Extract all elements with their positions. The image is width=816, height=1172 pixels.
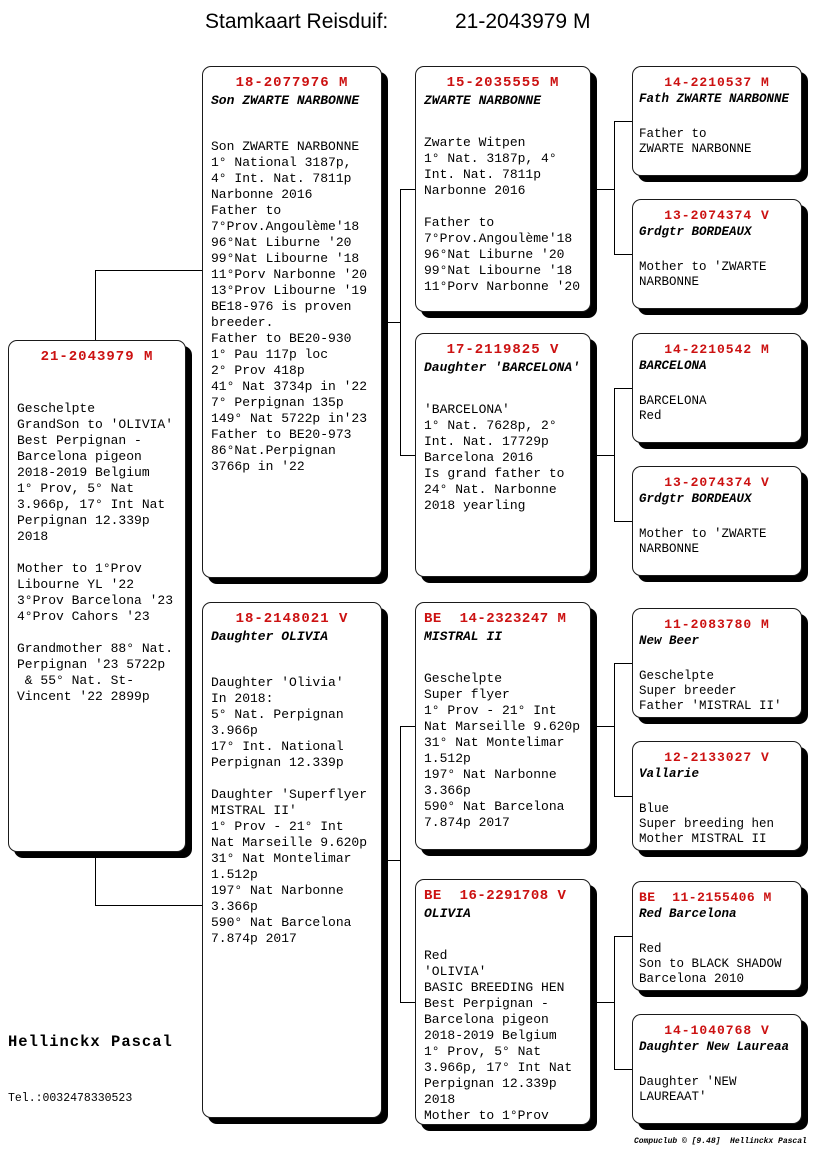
pedigree-box-pgm_f: 14-2210542 M BARCELONA BARCELONA Red xyxy=(632,333,802,443)
connector-line xyxy=(614,521,632,522)
pedigree-box-pgf_f: 14-2210537 M Fath ZWARTE NARBONNE Father t… xyxy=(632,66,802,176)
footer-credit: Compuclub © [9.48] Hellinckx Pascal xyxy=(634,1137,807,1146)
pigeon-name: New Beer xyxy=(639,634,700,648)
ring-number: 18-2077976 M xyxy=(235,75,349,91)
pigeon-name: Vallarie xyxy=(639,767,700,781)
owner-name: Hellinckx Pascal xyxy=(8,1033,173,1051)
connector-line xyxy=(614,796,632,797)
pigeon-name: Fath ZWARTE NARBONNE xyxy=(639,92,790,106)
pigeon-details: Mother to 'ZWARTE NARBONNE xyxy=(639,527,767,556)
ring-number: 13-2074374 V xyxy=(664,475,770,490)
connector-line xyxy=(95,905,203,906)
pigeon-name: MISTRAL II xyxy=(424,629,503,644)
connector-line xyxy=(95,270,96,341)
page-title-ring-number: 21-2043979 M xyxy=(455,10,591,33)
pigeon-name: OLIVIA xyxy=(424,906,471,921)
pedigree-box-mgm_f: BE 11-2155406 M Red Barcelona Red Son to B… xyxy=(632,881,802,991)
pedigree-box-subject: 21-2043979 M Geschelpte GrandSon to 'OLIV… xyxy=(8,340,186,852)
pigeon-details: Blue Super breeding hen Mother MISTRAL I… xyxy=(639,802,775,846)
ring-number: 14-2210537 M xyxy=(664,75,770,90)
pedigree-box-pgm: 17-2119825 V Daughter 'BARCELONA' 'BARCELO… xyxy=(415,333,591,577)
connector-line xyxy=(95,270,203,271)
connector-line xyxy=(614,936,632,937)
connector-line xyxy=(591,189,615,190)
pigeon-details: Daughter 'Olivia' In 2018: 5° Nat. Perpi… xyxy=(211,675,368,946)
pedigree-box-mgm: BE 16-2291708 V OLIVIA Red 'OLIVIA' BASIC … xyxy=(415,879,591,1125)
pedigree-box-pgf_m: 13-2074374 V Grdgtr BORDEAUX Mother to 'ZW… xyxy=(632,199,802,309)
pedigree-box-mgf_f: 11-2083780 M New Beer Geschelpte Super bre… xyxy=(632,608,802,718)
connector-line xyxy=(614,1069,632,1070)
ring-number: BE 16-2291708 V xyxy=(424,888,567,904)
ring-number: 21-2043979 M xyxy=(40,349,154,365)
pigeon-details: Red 'OLIVIA' BASIC BREEDING HEN Best Per… xyxy=(424,948,573,1123)
pedigree-box-mother: 18-2148021 V Daughter OLIVIA Daughter 'Oli… xyxy=(202,602,382,1118)
pigeon-name: ZWARTE NARBONNE xyxy=(424,93,542,108)
pigeon-name: Daughter OLIVIA xyxy=(211,629,329,644)
connector-line xyxy=(614,663,632,664)
connector-line xyxy=(591,455,615,456)
pigeon-name: Son ZWARTE NARBONNE xyxy=(211,93,360,108)
pigeon-details: Geschelpte Super flyer 1° Prov - 21° Int… xyxy=(424,671,581,830)
pigeon-details: Father to ZWARTE NARBONNE xyxy=(639,127,752,156)
connector-line xyxy=(95,852,96,906)
ring-number: 14-1040768 V xyxy=(664,1023,770,1038)
pigeon-details: BARCELONA Red xyxy=(639,394,707,423)
pedigree-box-mgm_m: 14-1040768 V Daughter New Laureaa Daughter… xyxy=(632,1014,802,1124)
ring-number: 14-2210542 M xyxy=(664,342,770,357)
connector-line xyxy=(400,726,416,727)
ring-number: 12-2133027 V xyxy=(664,750,770,765)
connector-line xyxy=(614,663,615,797)
ring-number: BE 14-2323247 M xyxy=(424,611,567,627)
pigeon-name: Daughter 'BARCELONA' xyxy=(424,360,581,375)
ring-number: 18-2148021 V xyxy=(235,611,349,627)
page-title: Stamkaart Reisduif: xyxy=(205,10,389,33)
pigeon-details: Son ZWARTE NARBONNE 1° National 3187p, 4… xyxy=(211,139,368,474)
ring-number: 17-2119825 V xyxy=(446,342,560,358)
pigeon-details: Daughter 'NEW LAUREAAT' xyxy=(639,1075,737,1104)
pedigree-box-pgf: 15-2035555 M ZWARTE NARBONNE Zwarte Witpen… xyxy=(415,66,591,312)
pigeon-details: Red Son to BLACK SHADOW Barcelona 2010 xyxy=(639,942,782,986)
connector-line xyxy=(400,189,416,190)
connector-line xyxy=(591,726,615,727)
ring-number: BE 11-2155406 M xyxy=(639,890,772,905)
connector-line xyxy=(400,189,401,456)
owner-phone: Tel.:0032478330523 xyxy=(8,1092,133,1105)
pigeon-details: Mother to 'ZWARTE NARBONNE xyxy=(639,260,767,289)
pigeon-name: BARCELONA xyxy=(639,359,707,373)
ring-number: 13-2074374 V xyxy=(664,208,770,223)
connector-line xyxy=(614,388,615,522)
pedigree-box-mgf_m: 12-2133027 V Vallarie Blue Super breeding … xyxy=(632,741,802,851)
pigeon-name: Grdgtr BORDEAUX xyxy=(639,225,752,239)
pedigree-box-pgm_m: 13-2074374 V Grdgtr BORDEAUX Mother to 'ZW… xyxy=(632,466,802,576)
connector-line xyxy=(614,121,632,122)
connector-line xyxy=(400,1002,416,1003)
connector-line xyxy=(591,1002,615,1003)
ring-number: 11-2083780 M xyxy=(664,617,770,632)
connector-line xyxy=(614,936,615,1070)
pigeon-details: Geschelpte Super breeder Father 'MISTRAL… xyxy=(639,669,782,713)
connector-line xyxy=(614,254,632,255)
connector-line xyxy=(614,121,615,255)
pigeon-details: Geschelpte GrandSon to 'OLIVIA' Best Per… xyxy=(17,401,174,704)
connector-line xyxy=(400,455,416,456)
connector-line xyxy=(382,860,400,861)
pedigree-box-father: 18-2077976 M Son ZWARTE NARBONNE Son ZWART… xyxy=(202,66,382,578)
pigeon-name: Red Barcelona xyxy=(639,907,737,921)
connector-line xyxy=(382,322,400,323)
pigeon-name: Grdgtr BORDEAUX xyxy=(639,492,752,506)
connector-line xyxy=(400,726,401,1003)
pigeon-details: Zwarte Witpen 1° Nat. 3187p, 4° Int. Nat… xyxy=(424,135,581,294)
pigeon-name: Daughter New Laureaa xyxy=(639,1040,790,1054)
pigeon-details: 'BARCELONA' 1° Nat. 7628p, 2° Int. Nat. … xyxy=(424,402,565,513)
pedigree-box-mgf: BE 14-2323247 M MISTRAL II Geschelpte Supe… xyxy=(415,602,591,850)
ring-number: 15-2035555 M xyxy=(446,75,560,91)
connector-line xyxy=(614,388,632,389)
